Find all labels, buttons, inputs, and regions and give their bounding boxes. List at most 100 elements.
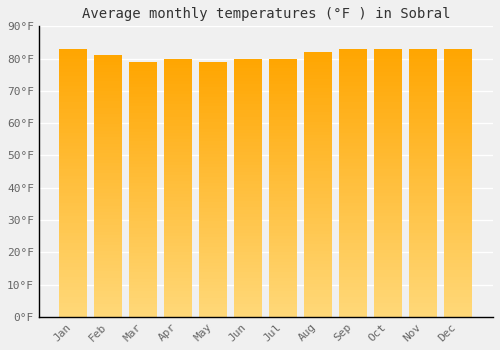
Bar — [234, 117, 262, 120]
Bar — [340, 153, 367, 156]
Bar — [200, 116, 228, 119]
Bar — [200, 135, 228, 138]
Bar — [200, 75, 228, 78]
Bar — [444, 149, 472, 153]
Bar — [234, 246, 262, 249]
Bar — [164, 194, 192, 197]
Bar — [444, 230, 472, 233]
Bar — [200, 113, 228, 116]
Bar — [340, 186, 367, 190]
Bar — [444, 276, 472, 280]
Bar — [304, 284, 332, 287]
Bar — [304, 260, 332, 264]
Bar — [234, 220, 262, 223]
Bar — [410, 300, 438, 303]
Bar — [60, 69, 88, 72]
Bar — [94, 255, 122, 258]
Bar — [200, 68, 228, 71]
Bar — [304, 267, 332, 271]
Bar — [444, 250, 472, 253]
Bar — [94, 160, 122, 163]
Bar — [270, 175, 297, 178]
Bar — [164, 259, 192, 262]
Bar — [94, 229, 122, 232]
Bar — [130, 103, 158, 106]
Bar — [410, 199, 438, 203]
Bar — [340, 280, 367, 283]
Bar — [444, 233, 472, 237]
Bar — [444, 203, 472, 206]
Bar — [270, 249, 297, 252]
Bar — [94, 85, 122, 88]
Bar — [374, 65, 402, 69]
Bar — [164, 236, 192, 239]
Bar — [60, 109, 88, 112]
Bar — [234, 285, 262, 288]
Bar — [94, 251, 122, 255]
Bar — [60, 270, 88, 273]
Bar — [270, 181, 297, 184]
Bar — [410, 76, 438, 79]
Bar — [130, 119, 158, 122]
Bar — [304, 171, 332, 175]
Bar — [304, 141, 332, 145]
Bar — [94, 212, 122, 216]
Bar — [304, 132, 332, 135]
Bar — [130, 176, 158, 180]
Bar — [130, 129, 158, 132]
Bar — [130, 244, 158, 247]
Bar — [94, 245, 122, 248]
Bar — [340, 193, 367, 196]
Bar — [94, 114, 122, 118]
Bar — [374, 92, 402, 96]
Bar — [340, 169, 367, 173]
Bar — [410, 206, 438, 210]
Bar — [304, 181, 332, 184]
Bar — [164, 155, 192, 159]
Bar — [164, 139, 192, 142]
Bar — [304, 89, 332, 92]
Bar — [234, 130, 262, 133]
Bar — [304, 128, 332, 132]
Bar — [374, 99, 402, 103]
Bar — [444, 103, 472, 106]
Bar — [374, 116, 402, 119]
Bar — [410, 213, 438, 216]
Bar — [444, 223, 472, 226]
Bar — [200, 148, 228, 151]
Bar — [374, 176, 402, 180]
Bar — [200, 256, 228, 259]
Bar — [94, 202, 122, 206]
Bar — [340, 243, 367, 246]
Bar — [374, 290, 402, 293]
Bar — [130, 186, 158, 189]
Bar — [130, 158, 158, 161]
Bar — [444, 52, 472, 56]
Bar — [270, 149, 297, 152]
Bar — [270, 97, 297, 100]
Bar — [304, 201, 332, 204]
Bar — [234, 298, 262, 301]
Bar — [200, 196, 228, 199]
Bar — [270, 278, 297, 281]
Bar — [340, 116, 367, 119]
Bar — [200, 193, 228, 196]
Bar — [60, 280, 88, 283]
Bar — [60, 257, 88, 260]
Bar — [94, 238, 122, 242]
Bar — [60, 126, 88, 129]
Bar — [340, 199, 367, 203]
Bar — [130, 145, 158, 148]
Bar — [304, 290, 332, 294]
Bar — [340, 65, 367, 69]
Bar — [410, 106, 438, 109]
Bar — [444, 263, 472, 267]
Bar — [164, 113, 192, 117]
Bar — [444, 143, 472, 146]
Bar — [374, 146, 402, 149]
Bar — [410, 82, 438, 86]
Bar — [234, 243, 262, 246]
Bar — [234, 256, 262, 259]
Bar — [304, 224, 332, 228]
Bar — [164, 291, 192, 294]
